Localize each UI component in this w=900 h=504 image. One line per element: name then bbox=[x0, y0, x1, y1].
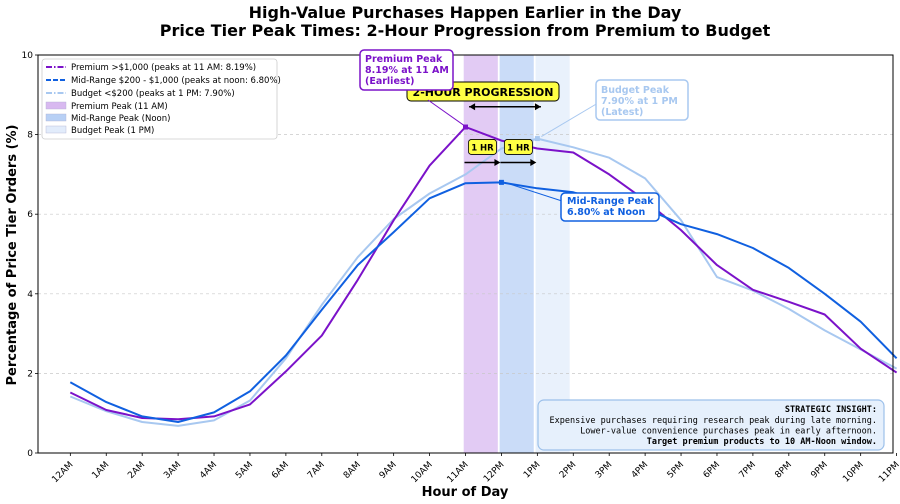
peak-marker-1 bbox=[498, 179, 504, 185]
x-tick-label-12: 12PM bbox=[482, 460, 507, 485]
premium-callout-line-1: 8.19% at 11 AM bbox=[365, 65, 449, 76]
x-tick-label-7: 7AM bbox=[306, 460, 327, 481]
midrange-callout-line bbox=[504, 181, 563, 202]
premium-callout-line-0: Premium Peak bbox=[365, 54, 443, 65]
legend-label-band-1: Mid-Range Peak (Noon) bbox=[71, 114, 170, 124]
y-tick-label-8: 8 bbox=[27, 131, 33, 141]
peak-marker-2 bbox=[534, 136, 540, 142]
x-tick-label-20: 8PM bbox=[773, 460, 793, 480]
legend: Premium >$1,000 (peaks at 11 AM: 8.19%) M… bbox=[41, 58, 281, 140]
hour-label-1: 1 HR bbox=[507, 143, 530, 153]
budget-callout-line bbox=[541, 102, 599, 138]
y-tick-label-4: 4 bbox=[27, 290, 33, 300]
series-line-0 bbox=[69, 126, 898, 421]
x-tick-label-6: 6AM bbox=[270, 460, 291, 481]
legend-label-line-1: Mid-Range $200 - $1,000 (peaks at noon: … bbox=[71, 76, 281, 86]
x-tick-label-5: 5AM bbox=[234, 460, 255, 481]
x-tick-label-19: 7PM bbox=[738, 460, 758, 480]
x-axis-label: Hour of Day bbox=[422, 485, 509, 500]
x-tick-label-4: 4AM bbox=[198, 460, 219, 481]
x-tick-label-17: 5PM bbox=[666, 460, 686, 480]
x-tick-label-18: 6PM bbox=[702, 460, 722, 480]
budget-callout-line-2: (Latest) bbox=[601, 107, 643, 118]
y-tick-label-2: 2 bbox=[27, 369, 33, 379]
legend-swatch-band-0 bbox=[45, 101, 67, 110]
x-tick-label-2: 2AM bbox=[126, 460, 147, 481]
peak-marker-0 bbox=[463, 124, 468, 130]
progression-arrowhead-left bbox=[469, 103, 476, 111]
budget-callout-line-1: 7.90% at 1 PM bbox=[601, 96, 678, 107]
peak-band-1 bbox=[499, 55, 534, 453]
legend-box bbox=[41, 58, 278, 140]
gridlines bbox=[38, 134, 893, 374]
insight-line-0: Expensive purchases requiring research p… bbox=[549, 416, 877, 426]
y-tick-label-0: 0 bbox=[27, 449, 33, 459]
insight-box bbox=[537, 399, 885, 451]
midrange-callout-line-1: 6.80% at Noon bbox=[567, 207, 646, 218]
x-tick-label-22: 10PM bbox=[841, 460, 866, 485]
x-tick-label-14: 2PM bbox=[558, 460, 578, 480]
x-tick-label-11: 11AM bbox=[446, 460, 471, 485]
hour-label-0: 1 HR bbox=[471, 143, 494, 153]
series-lines bbox=[69, 124, 898, 427]
x-tick-label-1: 1AM bbox=[90, 460, 111, 481]
insight-line-2: Target premium products to 10 AM-Noon wi… bbox=[647, 436, 877, 447]
hour-arrowhead-0 bbox=[494, 158, 501, 166]
legend-label-band-0: Premium Peak (11 AM) bbox=[71, 102, 168, 112]
premium-callout-line bbox=[427, 99, 464, 126]
peak-bands bbox=[463, 55, 570, 453]
budget-callout-line-0: Budget Peak bbox=[601, 85, 670, 96]
x-tick-label-23: 11PM bbox=[877, 460, 900, 485]
legend-label-line-2: Budget <$200 (peaks at 1 PM: 7.90%) bbox=[71, 89, 235, 99]
x-tick-label-9: 9AM bbox=[378, 460, 399, 481]
y-axis-label: Percentage of Price Tier Orders (%) bbox=[5, 125, 20, 386]
strategic-insight-box: STRATEGIC INSIGHT:Expensive purchases re… bbox=[537, 399, 885, 451]
y-tick-label-6: 6 bbox=[27, 210, 33, 220]
x-tick-label-15: 3PM bbox=[594, 460, 614, 480]
progression-arrowhead-right bbox=[534, 103, 541, 111]
series-line-2 bbox=[69, 137, 898, 427]
y-tick-label-10: 10 bbox=[22, 51, 34, 61]
premium-callout-box bbox=[359, 49, 454, 91]
insight-heading: STRATEGIC INSIGHT: bbox=[785, 405, 877, 415]
midrange-callout-line-0: Mid-Range Peak bbox=[567, 196, 654, 207]
series-line-1 bbox=[69, 181, 898, 423]
chart-title: High-Value Purchases Happen Earlier in t… bbox=[249, 3, 682, 22]
insight-line-1: Lower-value convenience purchases peak i… bbox=[580, 427, 877, 437]
x-tick-label-8: 8AM bbox=[342, 460, 363, 481]
midrange-callout-box bbox=[560, 192, 660, 222]
hour-label-box-0 bbox=[468, 139, 497, 155]
peak-band-0 bbox=[463, 55, 498, 453]
x-tick-label-3: 3AM bbox=[162, 460, 183, 481]
x-tick-label-10: 10AM bbox=[410, 460, 435, 485]
x-tick-labels: 12AM 1AM 2AM 3AM 4AM 5AM 6AM 7AM 8AM 9AM 10AM 11AM 1… bbox=[50, 453, 900, 485]
budget-callout-box bbox=[595, 79, 689, 121]
premium-callout-line-2: (Earliest) bbox=[365, 76, 414, 87]
x-tick-label-0: 12AM bbox=[50, 460, 75, 485]
legend-swatch-band-2 bbox=[45, 125, 67, 134]
x-tick-label-21: 9PM bbox=[809, 460, 829, 480]
hour-label-box-1 bbox=[503, 139, 533, 155]
chart-subtitle: Price Tier Peak Times: 2-Hour Progressio… bbox=[160, 21, 771, 40]
legend-swatch-band-1 bbox=[45, 113, 67, 122]
x-tick-label-13: 1PM bbox=[522, 460, 542, 480]
y-tick-labels: 0 2 4 6 8 10 bbox=[22, 51, 38, 459]
legend-label-band-2: Budget Peak (1 PM) bbox=[71, 126, 154, 136]
hour-arrowhead-1 bbox=[530, 158, 537, 166]
legend-label-line-0: Premium >$1,000 (peaks at 11 AM: 8.19%) bbox=[71, 63, 256, 73]
x-tick-label-16: 4PM bbox=[630, 460, 650, 480]
peak-band-2 bbox=[535, 55, 570, 453]
